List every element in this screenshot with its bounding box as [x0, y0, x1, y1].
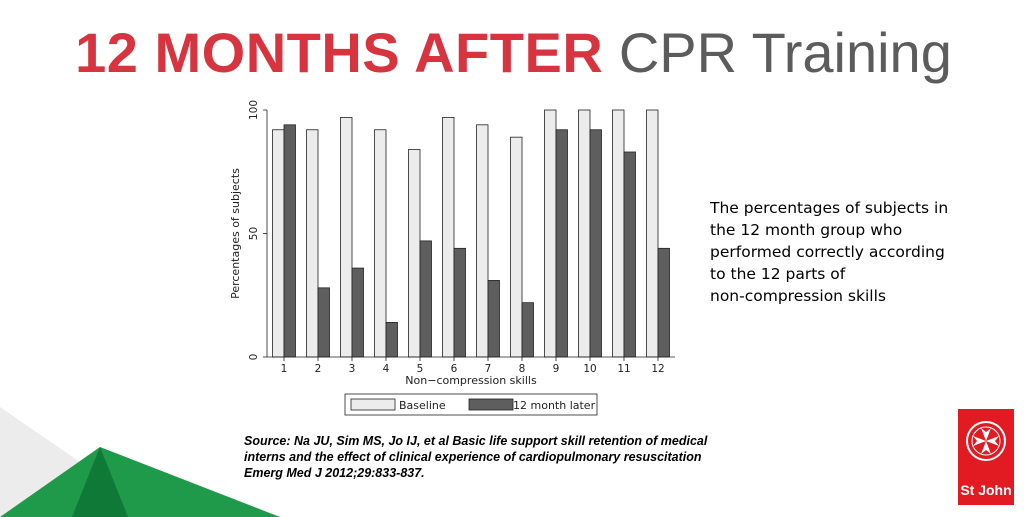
bar-baseline: [612, 109, 625, 358]
logo-text: St John: [960, 482, 1012, 498]
x-tick-label: 3: [349, 363, 356, 375]
slide-title: 12 MONTHS AFTER CPR Training: [0, 18, 1027, 88]
bar-baseline: [408, 149, 421, 358]
x-tick-label: 10: [583, 363, 596, 375]
y-tick-label: 100: [248, 100, 260, 120]
bars-group: [272, 109, 670, 358]
bar-baseline: [340, 117, 353, 358]
x-tick-label: 7: [485, 363, 492, 375]
title-rest: CPR Training: [618, 21, 952, 84]
bar-12-month: [521, 302, 534, 358]
caption-line: to the 12 parts of: [710, 265, 846, 283]
source-citation: Source: Na JU, Sim MS, Jo IJ, et al Basi…: [244, 433, 804, 481]
source-line: Source: Na JU, Sim MS, Jo IJ, et al Basi…: [244, 434, 708, 448]
y-tick-label: 0: [248, 354, 260, 361]
y-tick-label: 50: [248, 227, 260, 240]
x-tick-label: 8: [519, 363, 526, 375]
bar-baseline: [544, 109, 557, 358]
bar-baseline: [476, 124, 489, 358]
bar-baseline: [510, 136, 523, 358]
bar-baseline: [442, 117, 455, 358]
green-triangle-dark: [72, 447, 128, 517]
st-john-emblem-icon: [966, 421, 1006, 461]
bar-12-month: [385, 322, 398, 358]
x-tick-label: 12: [651, 363, 664, 375]
bar-baseline: [374, 129, 387, 358]
bar-12-month: [453, 247, 466, 358]
bar-12-month: [623, 151, 636, 358]
bar-baseline: [646, 109, 659, 358]
caption-line: non-compression skills: [710, 287, 886, 305]
source-line: interns and the effect of clinical exper…: [244, 450, 702, 464]
bar-baseline: [306, 129, 319, 358]
bar-12-month: [657, 247, 670, 358]
x-tick-label: 6: [451, 363, 458, 375]
corner-decoration: [0, 407, 280, 517]
x-tick-label: 1: [281, 363, 288, 375]
bar-12-month: [283, 124, 296, 358]
bar-12-month: [419, 240, 432, 358]
bar-12-month: [555, 129, 568, 358]
green-triangle-light: [0, 447, 280, 517]
chart-legend: Baseline 12 month later: [344, 393, 598, 416]
bar-12-month: [589, 129, 602, 358]
caption-line: the 12 month group who: [710, 221, 903, 239]
legend-swatch: [468, 398, 514, 411]
x-tick-label: 9: [553, 363, 560, 375]
bar-baseline: [272, 129, 285, 358]
bar-12-month: [487, 280, 500, 358]
chart-caption: The percentages of subjects in the 12 mo…: [710, 197, 1010, 307]
y-axis-label: Percentages of subjects: [229, 168, 242, 299]
caption-line: performed correctly according: [710, 243, 945, 261]
st-john-logo: St John: [958, 409, 1014, 505]
x-axis-label: Non−compression skills: [405, 374, 537, 387]
x-tick-label: 4: [383, 363, 390, 375]
bar-baseline: [578, 109, 591, 358]
bar-12-month: [317, 287, 330, 358]
legend-swatch: [350, 398, 396, 411]
source-line: Emerg Med J 2012;29:833-837.: [244, 466, 425, 480]
x-tick-label: 5: [417, 363, 424, 375]
legend-label: 12 month later: [513, 399, 596, 412]
bar-12-month: [351, 267, 364, 358]
x-tick-label: 2: [315, 363, 322, 375]
legend-label: Baseline: [399, 399, 446, 412]
x-tick-label: 11: [617, 363, 630, 375]
caption-line: The percentages of subjects in: [710, 199, 949, 217]
title-highlight: 12 MONTHS AFTER: [75, 21, 604, 84]
